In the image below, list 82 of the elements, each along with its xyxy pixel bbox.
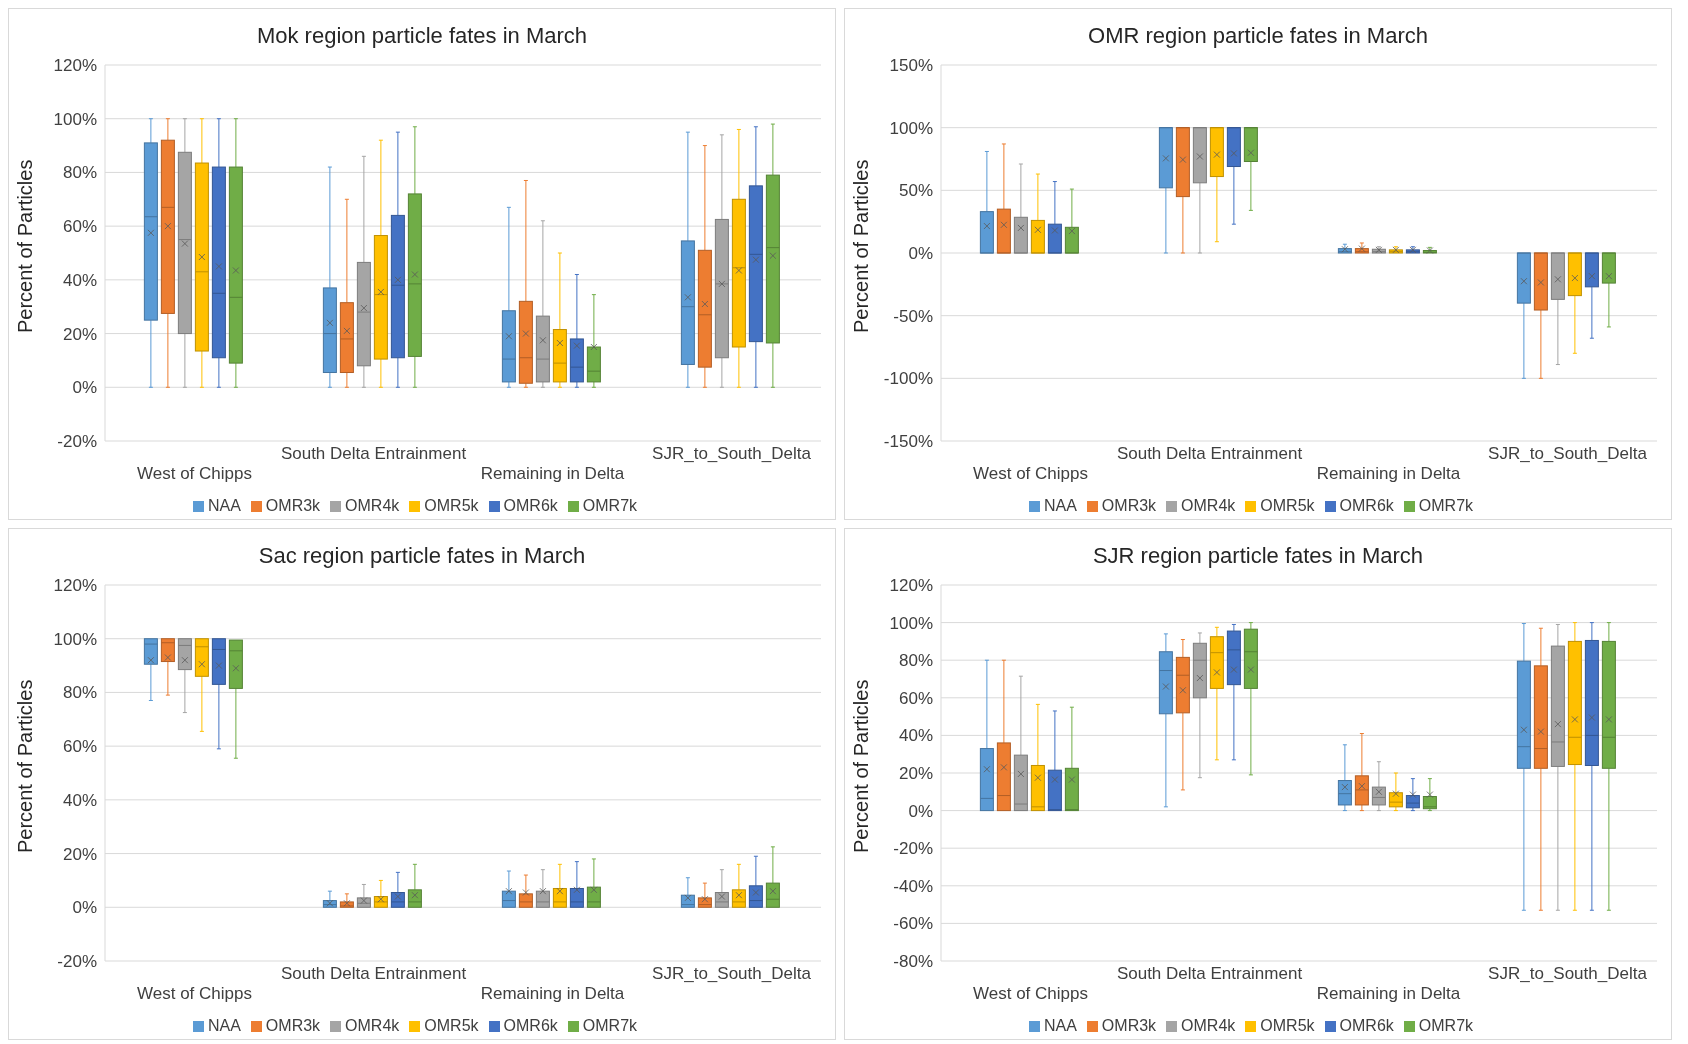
legend-label: OMR6k xyxy=(1339,1017,1394,1034)
y-tick-label: 0% xyxy=(908,244,933,264)
y-tick-label: 60% xyxy=(62,217,97,237)
chart-title: Mok region particle fates in March xyxy=(255,22,589,50)
legend-label: OMR3k xyxy=(265,1017,321,1034)
y-tick-label: -20% xyxy=(893,839,933,859)
legend-label: NAA xyxy=(1043,1017,1077,1034)
y-axis-title: Percent of Particles xyxy=(850,679,873,853)
x-tick-label: West of Chipps xyxy=(137,464,252,483)
x-tick-label: Remaining in Delta xyxy=(480,464,625,483)
legend-label: OMR3k xyxy=(265,497,321,514)
legend-label: OMR3k xyxy=(1101,497,1157,514)
y-tick-label: -150% xyxy=(883,432,933,452)
y-tick-label: -20% xyxy=(57,432,97,452)
legend-label: OMR5k xyxy=(1260,497,1315,514)
chart-title: OMR region particle fates in March xyxy=(1087,22,1429,50)
y-tick-label: 80% xyxy=(898,651,933,671)
y-tick-label: 40% xyxy=(62,270,97,290)
legend-label: NAA xyxy=(1043,497,1077,514)
x-tick-label: Remaining in Delta xyxy=(1316,984,1461,1003)
y-tick-label: 150% xyxy=(889,56,933,76)
y-tick-label: 100% xyxy=(889,613,933,633)
legend-label: OMR3k xyxy=(1101,1017,1157,1034)
legend-label: OMR5k xyxy=(424,1017,479,1034)
y-tick-label: -20% xyxy=(57,952,97,972)
y-tick-label: 50% xyxy=(898,181,933,201)
legend-label: NAA xyxy=(207,497,241,514)
x-tick-label: West of Chipps xyxy=(973,984,1088,1003)
x-tick-label: West of Chipps xyxy=(973,464,1088,483)
x-tick-label: West of Chipps xyxy=(137,984,252,1003)
y-tick-label: 100% xyxy=(889,118,933,138)
legend-label: OMR4k xyxy=(345,497,400,514)
y-tick-label: 80% xyxy=(62,163,97,183)
legend-label: OMR7k xyxy=(582,497,638,514)
y-tick-label: -80% xyxy=(893,952,933,972)
legend-label: OMR4k xyxy=(345,1017,400,1034)
x-tick-label: South Delta Entrainment xyxy=(1116,444,1303,463)
x-tick-label: Remaining in Delta xyxy=(480,984,625,1003)
y-tick-label: 100% xyxy=(53,629,97,649)
y-tick-label: 20% xyxy=(898,764,933,784)
y-tick-label: 100% xyxy=(53,109,97,129)
x-tick-label: SJR_to_South_Delta xyxy=(1488,444,1648,463)
legend-label: OMR7k xyxy=(582,1017,638,1034)
y-tick-label: 20% xyxy=(62,844,97,864)
y-tick-label: 120% xyxy=(53,576,97,596)
legend-label: NAA xyxy=(207,1017,241,1034)
x-tick-label: South Delta Entrainment xyxy=(1116,964,1303,983)
legend-label: OMR4k xyxy=(1181,497,1236,514)
legend-label: OMR5k xyxy=(1260,1017,1315,1034)
y-tick-label: 0% xyxy=(908,801,933,821)
y-tick-label: -50% xyxy=(893,306,933,326)
x-tick-label: SJR_to_South_Delta xyxy=(652,964,812,983)
legend-label: OMR7k xyxy=(1418,1017,1474,1034)
y-axis-title: Percent of Particles xyxy=(850,159,873,333)
legend-label: OMR7k xyxy=(1418,497,1474,514)
chart-title: SJR region particle fates in March xyxy=(1091,542,1425,570)
y-tick-label: -60% xyxy=(893,914,933,934)
y-tick-label: 40% xyxy=(62,790,97,810)
chart-title: Sac region particle fates in March xyxy=(257,542,587,570)
y-tick-label: 120% xyxy=(889,576,933,596)
legend-label: OMR4k xyxy=(1181,1017,1236,1034)
x-tick-label: South Delta Entrainment xyxy=(280,444,467,463)
y-tick-label: 20% xyxy=(62,324,97,344)
y-tick-label: 120% xyxy=(53,56,97,76)
x-tick-label: SJR_to_South_Delta xyxy=(652,444,812,463)
x-tick-label: South Delta Entrainment xyxy=(280,964,467,983)
legend-label: OMR6k xyxy=(503,497,558,514)
legend-label: OMR6k xyxy=(1339,497,1394,514)
y-tick-label: -40% xyxy=(893,876,933,896)
y-tick-label: 40% xyxy=(898,726,933,746)
y-tick-label: 80% xyxy=(62,683,97,703)
y-tick-label: -100% xyxy=(883,369,933,389)
y-tick-label: 60% xyxy=(62,737,97,757)
x-tick-label: SJR_to_South_Delta xyxy=(1488,964,1648,983)
y-axis-title: Percent of Particles xyxy=(14,679,37,853)
legend-label: OMR5k xyxy=(424,497,479,514)
y-tick-label: 0% xyxy=(72,898,97,918)
legend-label: OMR6k xyxy=(503,1017,558,1034)
x-tick-label: Remaining in Delta xyxy=(1316,464,1461,483)
y-tick-label: 60% xyxy=(898,688,933,708)
y-tick-label: 0% xyxy=(72,378,97,398)
y-axis-title: Percent of Particles xyxy=(14,159,37,333)
